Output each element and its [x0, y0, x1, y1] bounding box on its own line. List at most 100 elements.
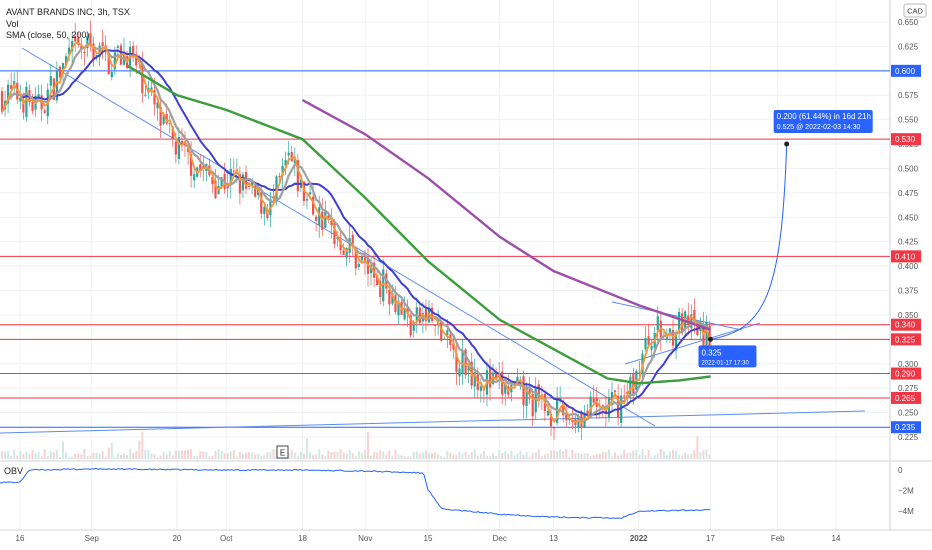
downtrend-line-lower[interactable] [289, 207, 656, 427]
wedge-upper-line[interactable] [611, 301, 743, 331]
volume-bar [662, 450, 665, 459]
wedge-lower-line[interactable] [624, 322, 761, 365]
candle-body [373, 262, 376, 278]
projection-curve[interactable] [710, 144, 788, 340]
volume-bar [159, 455, 162, 459]
volume-bar [202, 451, 205, 459]
projection-start-point[interactable] [707, 336, 713, 342]
level-tag-text: 0.235 [895, 423, 916, 432]
volume-bar [461, 453, 464, 459]
candle-body [16, 82, 19, 100]
candle-body [61, 63, 65, 74]
volume-bar [126, 455, 129, 459]
volume-bar [272, 449, 275, 459]
volume-bar [238, 451, 241, 459]
volume-bar [266, 452, 269, 459]
volume-bar [485, 455, 488, 459]
candle-body [552, 427, 556, 429]
obv-label: OBV [4, 466, 23, 476]
candle-body [351, 234, 354, 247]
volume-bar [412, 451, 415, 459]
candle-body [153, 90, 156, 105]
level-tag-0.410[interactable] [891, 250, 921, 263]
volume-bar [180, 450, 183, 459]
volume-bar [4, 451, 7, 459]
volume-bar [394, 449, 397, 459]
candle-body [254, 185, 257, 197]
level-tag-0.340[interactable] [891, 318, 921, 331]
price-projection[interactable]: 0.200 (61.44%) in 16d 21h 0.525 @ 2022-02… [698, 110, 873, 368]
candle-body [199, 164, 202, 171]
volume-bar [504, 451, 507, 459]
earnings-event-marker[interactable] [276, 445, 289, 459]
currency-badge[interactable] [903, 3, 927, 18]
volume-bar [40, 456, 43, 459]
obv-panel: 0 −2M −4M [0, 466, 914, 519]
volume-bar [248, 452, 251, 459]
candle-body [705, 321, 708, 346]
candle-body [98, 45, 101, 57]
candle-body [409, 315, 412, 336]
time-axis[interactable]: 16 Sep 20 Oct 18 Nov 15 Dec 13 2022 17 Feb 14 [0, 529, 932, 543]
level-tag-text: 0.340 [895, 321, 916, 330]
projection-start-price: 0.325 [701, 348, 722, 357]
candle-body [430, 307, 434, 322]
candle-body [495, 371, 498, 379]
candle-body [650, 345, 653, 350]
volume-bar [376, 452, 379, 459]
volume-bar [568, 456, 571, 459]
projection-start-box[interactable] [698, 345, 757, 368]
volume-bar [153, 454, 156, 459]
volume-bar [101, 450, 104, 459]
legend: AVANT BRANDS INC, 3h, TSX Vol SMA (close… [4, 7, 130, 476]
volume-bar [498, 450, 501, 459]
projection-end-point[interactable] [784, 141, 790, 147]
volume-bar [193, 455, 196, 459]
trend-lines[interactable] [0, 47, 866, 434]
price-axis[interactable]: 0.6500.6250.6000.5750.5500.5250.5000.475… [891, 18, 921, 442]
candle-body [71, 41, 74, 52]
volume-bar [635, 450, 638, 459]
candle-body [22, 100, 25, 113]
candle-body [202, 165, 205, 168]
volume-bar [199, 451, 202, 459]
volume-bar [650, 456, 653, 459]
obv-tick-label: 0 [898, 466, 903, 475]
volume-bar [55, 449, 58, 459]
level-tag-0.530[interactable] [891, 133, 921, 146]
volume-bar [604, 452, 607, 459]
level-tag-0.600[interactable] [891, 64, 921, 77]
level-tag-text: 0.325 [895, 335, 916, 344]
price-tick-label: 0.650 [898, 18, 919, 27]
projection-info-box[interactable] [773, 110, 873, 134]
candle-body [92, 43, 95, 59]
volume-bar [116, 452, 119, 459]
volume-bar [601, 451, 604, 459]
volume-bar [336, 451, 339, 459]
candle-body [440, 320, 443, 341]
level-tag-0.265[interactable] [891, 391, 921, 404]
price-tick-label: 0.400 [898, 262, 919, 271]
volume-bar [617, 455, 620, 459]
volume-bar [324, 456, 327, 459]
level-tag-0.325[interactable] [891, 333, 921, 346]
volume-bar [629, 452, 632, 459]
candle-body [546, 410, 550, 416]
candle-body [260, 192, 263, 214]
level-tag-0.235[interactable] [891, 421, 921, 434]
candle-body [592, 398, 595, 403]
candle-body [58, 66, 62, 78]
horizontal-levels[interactable] [0, 70, 890, 428]
support-trend-line[interactable] [0, 410, 866, 434]
sma200-purple-line [301, 99, 711, 331]
candle-body [324, 211, 327, 228]
volume-bar [540, 456, 543, 459]
level-tag-text: 0.530 [895, 135, 916, 144]
candle-body [617, 395, 620, 419]
candle-body [336, 237, 339, 240]
candle-body [488, 367, 492, 388]
level-tag-0.290[interactable] [891, 367, 921, 380]
candle-body [345, 248, 348, 258]
price-tick-label: 0.350 [898, 311, 919, 320]
